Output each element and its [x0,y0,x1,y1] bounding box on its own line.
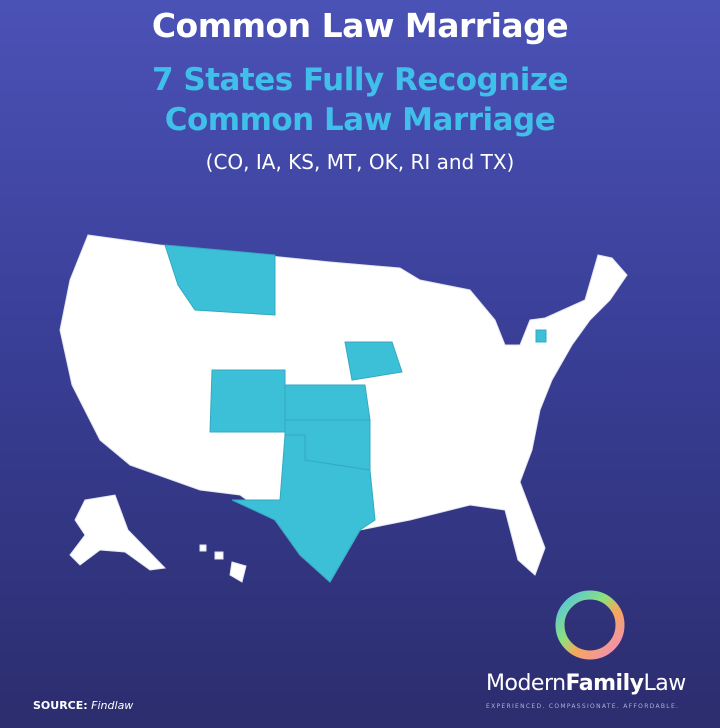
page-title: Common Law Marriage [151,6,569,45]
hawaii [199,544,247,583]
states-note: (CO, IA, KS, MT, OK, RI and TX) [205,150,515,174]
state-ks [284,384,371,421]
state-ri [535,329,547,343]
subtitle: 7 States Fully Recognize Common Law Marr… [0,60,720,140]
alaska [69,494,167,571]
state-co [209,369,286,433]
subtitle-line-2: Common Law Marriage [164,102,556,138]
brand-part-3: Law [643,671,686,696]
source-label: SOURCE: [33,699,88,712]
brand-logo-ring-icon [555,590,625,660]
state-mt [164,244,276,316]
brand-part-1: Modern [486,671,566,696]
source-credit: SOURCE: Findlaw [33,699,133,712]
subtitle-line-1: 7 States Fully Recognize [152,62,569,98]
source-value: Findlaw [91,699,134,712]
brand-name: ModernFamilyLaw [486,671,686,696]
brand-part-2: Family [565,671,644,696]
state-ia [344,341,403,381]
brand-tagline: EXPERIENCED. COMPASSIONATE. AFFORDABLE. [486,703,680,710]
